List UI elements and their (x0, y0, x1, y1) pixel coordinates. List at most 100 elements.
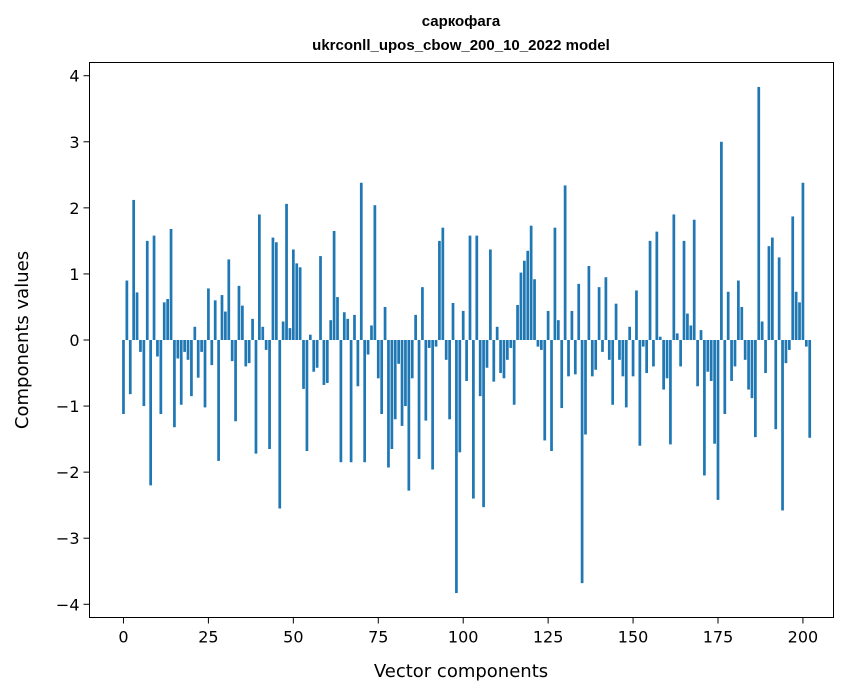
bar-163 (675, 333, 679, 340)
bar-68 (353, 314, 356, 340)
bar-13 (166, 299, 169, 340)
bar-6 (142, 340, 146, 407)
bar-105 (478, 340, 482, 397)
bar-142 (604, 277, 608, 340)
bar-189 (764, 340, 767, 374)
bar-51 (295, 263, 299, 340)
bar-166 (686, 313, 689, 340)
bar-17 (179, 340, 183, 405)
bar-147 (621, 340, 625, 377)
bar-74 (373, 205, 377, 340)
bar-138 (590, 340, 594, 377)
bar-177 (723, 340, 727, 414)
bar-11 (159, 340, 163, 414)
bar-130 (563, 185, 567, 340)
bar-119 (526, 250, 530, 340)
bar-47 (281, 321, 285, 340)
bar-136 (584, 340, 587, 435)
bar-94 (441, 227, 445, 340)
x-tick-label-0: 0 (118, 628, 128, 647)
bar-188 (760, 321, 764, 340)
bar-20 (190, 340, 193, 397)
x-tick-label-175: 175 (703, 628, 734, 647)
bar-143 (607, 340, 611, 360)
bar-91 (431, 340, 434, 470)
bar-194 (781, 340, 784, 511)
bar-27 (213, 300, 217, 340)
bar-80 (393, 340, 397, 420)
bar-178 (726, 291, 730, 340)
y-tick-label-1: 1 (69, 265, 79, 284)
bar-103 (472, 340, 475, 499)
bar-59 (322, 340, 326, 385)
y-tick-label-4: 4 (69, 67, 79, 86)
bar-121 (533, 279, 536, 340)
bar-122 (536, 340, 540, 347)
bar-66 (346, 318, 350, 340)
bar-120 (529, 225, 533, 340)
bar-180 (733, 340, 737, 367)
bar-172 (706, 340, 710, 372)
bar-15 (173, 340, 176, 428)
bar-195 (784, 340, 788, 364)
bar-9 (152, 235, 156, 340)
bar-67 (349, 340, 353, 463)
x-tick-label-100: 100 (448, 628, 479, 647)
bar-63 (336, 297, 339, 340)
bar-171 (703, 340, 706, 476)
bar-7 (145, 240, 149, 340)
y-axis-ticks: −4 −3 −2 −1 0 1 2 3 4 (56, 67, 90, 614)
bar-62 (332, 230, 336, 340)
bar-168 (692, 219, 696, 340)
bar-83 (404, 340, 407, 407)
bar-126 (550, 340, 553, 451)
bar-106 (482, 340, 485, 508)
bar-79 (390, 340, 394, 450)
bar-57 (315, 340, 319, 368)
bar-78 (387, 340, 390, 468)
bar-179 (730, 340, 733, 381)
bar-23 (200, 340, 203, 352)
bar-39 (254, 340, 258, 454)
bar-88 (421, 287, 424, 340)
bar-89 (424, 340, 428, 421)
bar-70 (359, 182, 363, 340)
bar-118 (522, 260, 526, 340)
bar-192 (774, 340, 778, 430)
x-axis-label: Vector components (374, 661, 548, 682)
bar-4 (135, 292, 139, 340)
bar-176 (720, 141, 723, 340)
bar-77 (383, 306, 387, 340)
bar-5 (139, 340, 142, 352)
bar-134 (577, 283, 581, 340)
bar-167 (689, 325, 693, 340)
bar-21 (193, 326, 197, 340)
bar-133 (573, 340, 577, 375)
bar-69 (356, 340, 360, 387)
bar-35 (241, 305, 244, 340)
bar-56 (312, 340, 316, 372)
bar-40 (258, 214, 261, 340)
bar-129 (560, 340, 564, 409)
x-tick-label-75: 75 (368, 628, 388, 647)
bar-182 (740, 306, 744, 340)
bar-187 (757, 86, 761, 340)
bar-33 (234, 340, 237, 422)
bar-22 (196, 340, 200, 378)
bar-153 (641, 340, 645, 347)
bar-141 (601, 340, 604, 352)
bar-110 (495, 326, 499, 340)
bar-149 (628, 326, 632, 340)
bar-36 (244, 340, 248, 367)
bar-169 (696, 340, 699, 387)
bar-131 (567, 340, 570, 377)
bar-32 (230, 340, 234, 362)
bar-191 (770, 237, 774, 340)
bar-101 (465, 340, 468, 381)
bar-37 (247, 340, 251, 364)
bar-96 (448, 340, 451, 420)
bar-50 (291, 249, 295, 340)
bar-145 (614, 303, 618, 340)
bar-170 (699, 330, 703, 340)
bar-135 (580, 340, 584, 584)
